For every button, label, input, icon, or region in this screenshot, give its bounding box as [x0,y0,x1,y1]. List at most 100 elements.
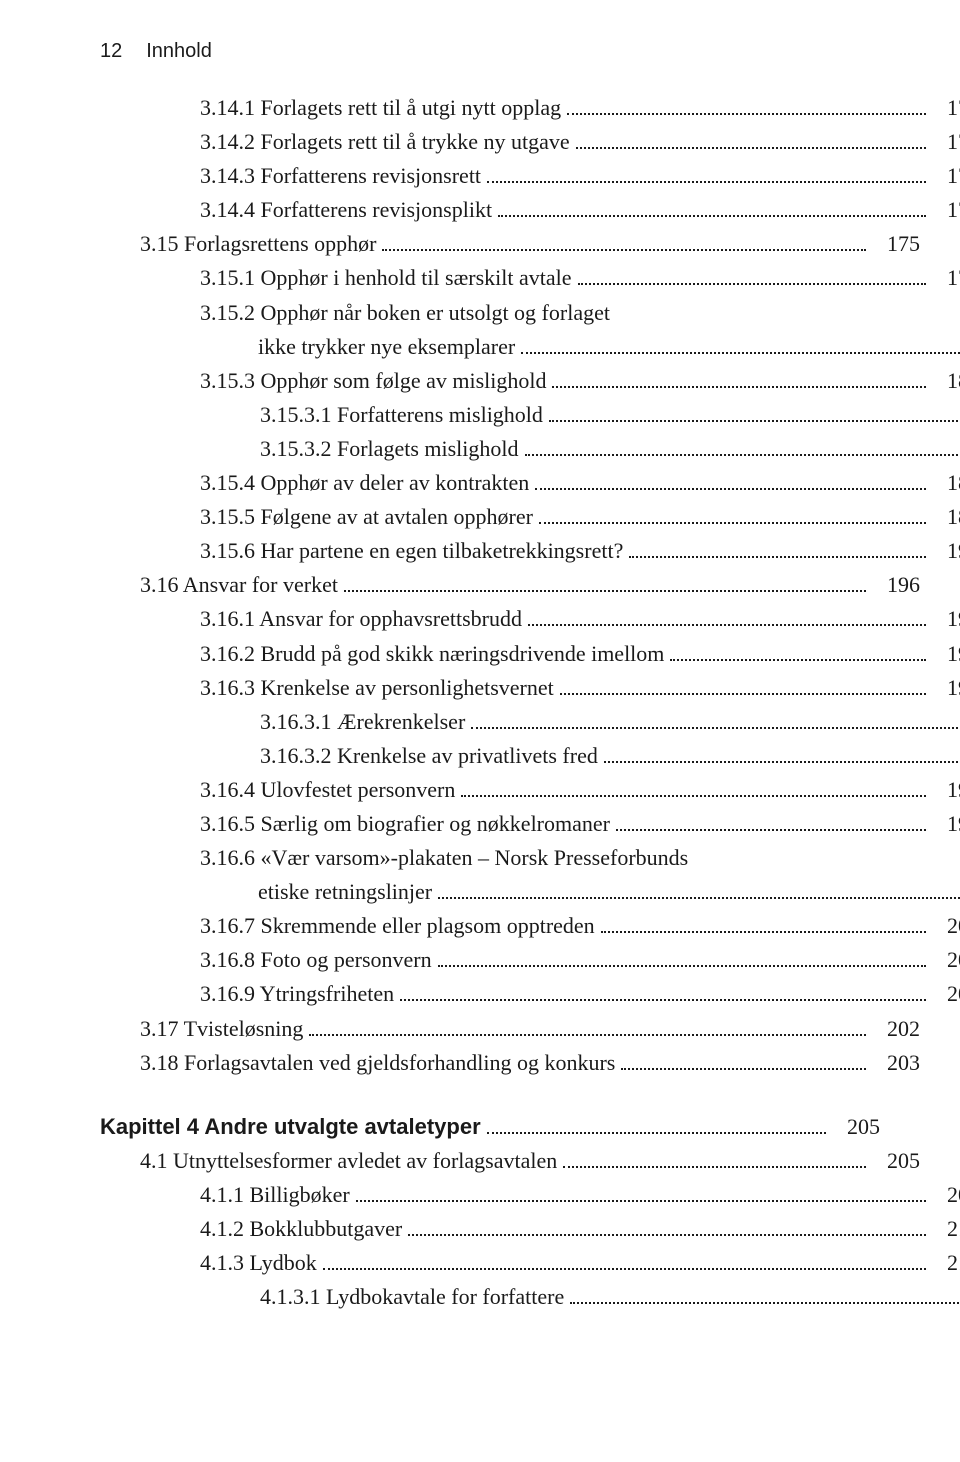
toc-label: 3.16.3.1 Ærekrenkelser [260,705,465,739]
toc-label: 3.15.3.1 Forfatterens mislighold [260,398,543,432]
leader-dots [539,509,926,524]
leader-dots [461,782,926,797]
toc-row: 3.15.5 Følgene av at avtalen opphører189 [100,500,960,534]
page-ref: 201 [932,977,960,1011]
running-title: Innhold [146,40,212,63]
page-ref: 170 [932,91,960,125]
toc-label: 3.16 Ansvar for verket [140,568,338,602]
toc-label: 4.1.3.1 Lydbokavtale for forfattere [260,1280,564,1314]
leader-dots [408,1221,926,1236]
page-ref: 203 [872,1046,920,1080]
toc-row: 3.15.4 Opphør av deler av kontrakten 189 [100,466,960,500]
leader-dots [616,816,926,831]
leader-dots [601,918,926,933]
toc-label: 3.16.1 Ansvar for opphavsrettsbrudd [200,602,522,636]
leader-dots [521,338,960,353]
leader-dots [344,577,866,592]
toc-row: 3.14.2 Forlagets rett til å trykke ny ut… [100,125,960,159]
toc-row: etiske retningslinjer200 [100,875,960,909]
toc-label: 3.15.2 Opphør når boken er utsolgt og fo… [200,296,610,330]
toc-row: 3.16.6 «Vær varsom»-plakaten – Norsk Pre… [100,841,960,875]
leader-dots [438,952,926,967]
toc-label: 3.16.9 Ytringsfriheten [200,977,394,1011]
toc-row: 3.15.1 Opphør i henhold til særskilt avt… [100,261,960,295]
toc-label: 3.16.7 Skremmende eller plagsom opptrede… [200,909,595,943]
leader-dots [567,100,926,115]
toc-row: 3.16.4 Ulovfestet personvern 198 [100,773,960,807]
page-ref: 201 [932,943,960,977]
toc-row: 3.15.3.2 Forlagets mislighold185 [100,432,960,466]
page-ref: 174 [932,193,960,227]
page-ref: 198 [932,773,960,807]
toc-label: 3.16.2 Brudd på god skikk næringsdrivend… [200,637,664,671]
page-ref: 196 [872,568,920,602]
leader-dots [576,134,926,149]
leader-dots [535,475,926,490]
toc-row: 4.1 Utnyttelsesformer avledet av forlags… [100,1144,920,1178]
toc-row: 4.1.3 Lydbok216 [100,1246,960,1280]
running-header: 12 Innhold [100,40,880,63]
page-ref: 199 [932,807,960,841]
toc-label: 3.16.3.2 Krenkelse av privatlivets fred [260,739,598,773]
page-ref: 197 [932,671,960,705]
toc-label: 3.16.6 «Vær varsom»-plakaten – Norsk Pre… [200,841,688,875]
leader-dots [563,1153,866,1168]
leader-dots [356,1187,926,1202]
toc-label: 3.14.3 Forfatterens revisjonsrett [200,159,481,193]
leader-dots [525,441,960,456]
leader-dots [549,407,960,422]
toc-row: 3.16.5 Særlig om biografier og nøkkelrom… [100,807,960,841]
toc-row: 3.14.3 Forfatterens revisjonsrett173 [100,159,960,193]
chapter-items: 4.1 Utnyttelsesformer avledet av forlags… [100,1144,880,1314]
leader-dots [578,270,926,285]
chapter-block: Kapittel 4 Andre utvalgte avtaletyper 20… [100,1110,880,1315]
toc-label: 3.16.4 Ulovfestet personvern [200,773,455,807]
page-ref: 216 [932,1246,960,1280]
page: 12 Innhold 3.14.1 Forlagets rett til å u… [0,0,960,1462]
toc-row: 3.15.3 Opphør som følge av mislighold 182 [100,364,960,398]
page-ref: 206 [932,1178,960,1212]
page-ref: 196 [932,602,960,636]
toc-row: 3.15 Forlagsrettens opphør175 [100,227,920,261]
toc-row: 3.16.3.2 Krenkelse av privatlivets fred1… [100,739,960,773]
toc-label: 4.1.2 Bokklubbutgaver [200,1212,402,1246]
page-ref: 175 [872,227,920,261]
page-ref: 176 [932,261,960,295]
toc-row: 3.16.9 Ytringsfriheten 201 [100,977,960,1011]
toc-label: 3.14.2 Forlagets rett til å trykke ny ut… [200,125,570,159]
toc-row: 3.15.6 Har partene en egen tilbaketrekki… [100,534,960,568]
page-ref: 205 [872,1144,920,1178]
page-ref: 189 [932,466,960,500]
leader-dots [471,714,960,729]
toc-label: 3.15.3 Opphør som følge av mislighold [200,364,546,398]
toc-row: ikke trykker nye eksemplarer177 [100,330,960,364]
leader-dots [528,611,926,626]
page-ref: 202 [872,1012,920,1046]
toc-row: 3.16.2 Brudd på god skikk næringsdrivend… [100,637,960,671]
leader-dots [382,236,866,251]
toc-label: 3.15.3.2 Forlagets mislighold [260,432,519,466]
leader-dots [487,1119,826,1134]
page-number: 12 [100,40,122,63]
toc-row: 3.15.2 Opphør når boken er utsolgt og fo… [100,296,960,330]
toc-row: 4.1.2 Bokklubbutgaver 210 [100,1212,960,1246]
page-ref: 193 [932,534,960,568]
toc-row: 3.18 Forlagsavtalen ved gjeldsforhandlin… [100,1046,920,1080]
toc-label: 4.1.1 Billigbøker [200,1178,350,1212]
leader-dots [323,1255,926,1270]
leader-dots [570,1289,960,1304]
leader-dots [604,748,960,763]
toc-label: 3.15.4 Opphør av deler av kontrakten [200,466,529,500]
leader-dots [438,884,960,899]
toc-label: 3.14.1 Forlagets rett til å utgi nytt op… [200,91,561,125]
toc-label: 3.16.3 Krenkelse av personlighetsvernet [200,671,554,705]
toc-label: 3.15.1 Opphør i henhold til særskilt avt… [200,261,572,295]
page-ref: 201 [932,909,960,943]
leader-dots [498,202,926,217]
toc-row: 3.16.1 Ansvar for opphavsrettsbrudd 196 [100,602,960,636]
page-ref: 210 [932,1212,960,1246]
page-ref: 182 [932,364,960,398]
leader-dots [552,373,926,388]
toc-row: 3.16.3 Krenkelse av personlighetsvernet 1… [100,671,960,705]
toc-label: 3.16.8 Foto og personvern [200,943,432,977]
